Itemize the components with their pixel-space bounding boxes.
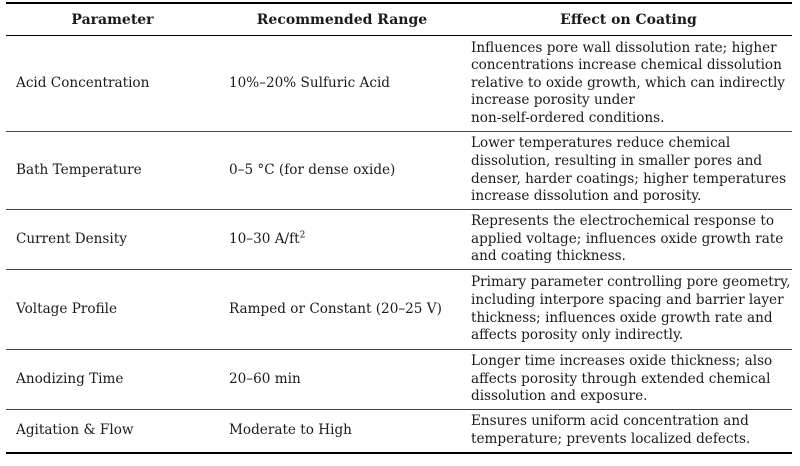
effect-line: thickness; influences oxide growth rate …: [471, 309, 773, 326]
range-cell: 10–30 A/ft2: [219, 209, 465, 270]
effect-line: Ensures uniform acid concentration and: [471, 413, 749, 430]
parameter-table-container: Parameter Recommended Range Effect on Co…: [6, 2, 792, 454]
range-superscript: 2: [299, 230, 306, 241]
range-cell: 20–60 min: [219, 349, 465, 410]
table-row: Bath Temperature 0–5 °C (for dense oxide…: [6, 131, 792, 210]
effect-line: affects porosity through extended chemic…: [471, 370, 771, 387]
effect-line: denser, harder coatings; higher temperat…: [471, 170, 787, 187]
table-row: Current Density 10–30 A/ft2 Represents t…: [6, 209, 792, 270]
range-text: 10–30 A/ft: [229, 230, 300, 247]
effect-line: relative to oxide growth, which can indi…: [471, 74, 785, 91]
table-row: Agitation & Flow Moderate to High Ensure…: [6, 409, 792, 454]
effect-line: concentrations increase chemical dissolu…: [471, 57, 782, 74]
table-header-row: Parameter Recommended Range Effect on Co…: [6, 2, 792, 36]
effect-cell: Lower temperatures reduce chemical disso…: [465, 131, 792, 210]
effect-cell: Ensures uniform acid concentration and t…: [465, 409, 792, 454]
effect-cell: Represents the electrochemical response …: [465, 209, 792, 270]
effect-line: increase porosity under: [471, 92, 635, 109]
effect-line: applied voltage; influences oxide growth…: [471, 230, 784, 247]
header-parameter: Parameter: [6, 2, 219, 36]
effect-line: and coating thickness.: [471, 248, 626, 265]
range-cell: Ramped or Constant (20–25 V): [219, 269, 465, 350]
parameter-cell: Voltage Profile: [6, 269, 219, 350]
effect-line: Lower temperatures reduce chemical: [471, 135, 731, 152]
parameter-cell: Agitation & Flow: [6, 409, 219, 454]
parameter-cell: Anodizing Time: [6, 349, 219, 410]
anodizing-parameter-table: Parameter Recommended Range Effect on Co…: [6, 2, 792, 454]
effect-line: affects porosity only indirectly.: [471, 327, 684, 344]
parameter-cell: Acid Concentration: [6, 35, 219, 132]
effect-line: temperature; prevents localized defects.: [471, 430, 751, 447]
parameter-cell: Current Density: [6, 209, 219, 270]
effect-line: non-self-ordered conditions.: [471, 109, 665, 126]
effect-line: Influences pore wall dissolution rate; h…: [471, 39, 777, 56]
effect-line: dissolution, resulting in smaller pores …: [471, 152, 763, 169]
table-row: Acid Concentration 10%–20% Sulfuric Acid…: [6, 35, 792, 132]
range-cell: 0–5 °C (for dense oxide): [219, 131, 465, 210]
effect-line: Longer time increases oxide thickness; a…: [471, 353, 773, 370]
parameter-cell: Bath Temperature: [6, 131, 219, 210]
header-effect-on-coating: Effect on Coating: [465, 2, 792, 36]
effect-line: Primary parameter controlling pore geome…: [471, 274, 791, 291]
effect-line: including interpore spacing and barrier …: [471, 291, 784, 308]
header-recommended-range: Recommended Range: [219, 2, 465, 36]
range-cell: 10%–20% Sulfuric Acid: [219, 35, 465, 132]
effect-line: Represents the electrochemical response …: [471, 213, 775, 230]
range-cell: Moderate to High: [219, 409, 465, 454]
effect-line: dissolution and exposure.: [471, 388, 648, 405]
table-row: Voltage Profile Ramped or Constant (20–2…: [6, 269, 792, 350]
effect-cell: Primary parameter controlling pore geome…: [465, 269, 792, 350]
effect-cell: Influences pore wall dissolution rate; h…: [465, 35, 792, 132]
effect-cell: Longer time increases oxide thickness; a…: [465, 349, 792, 410]
effect-line: increase dissolution and porosity.: [471, 188, 702, 205]
table-row: Anodizing Time 20–60 min Longer time inc…: [6, 349, 792, 410]
